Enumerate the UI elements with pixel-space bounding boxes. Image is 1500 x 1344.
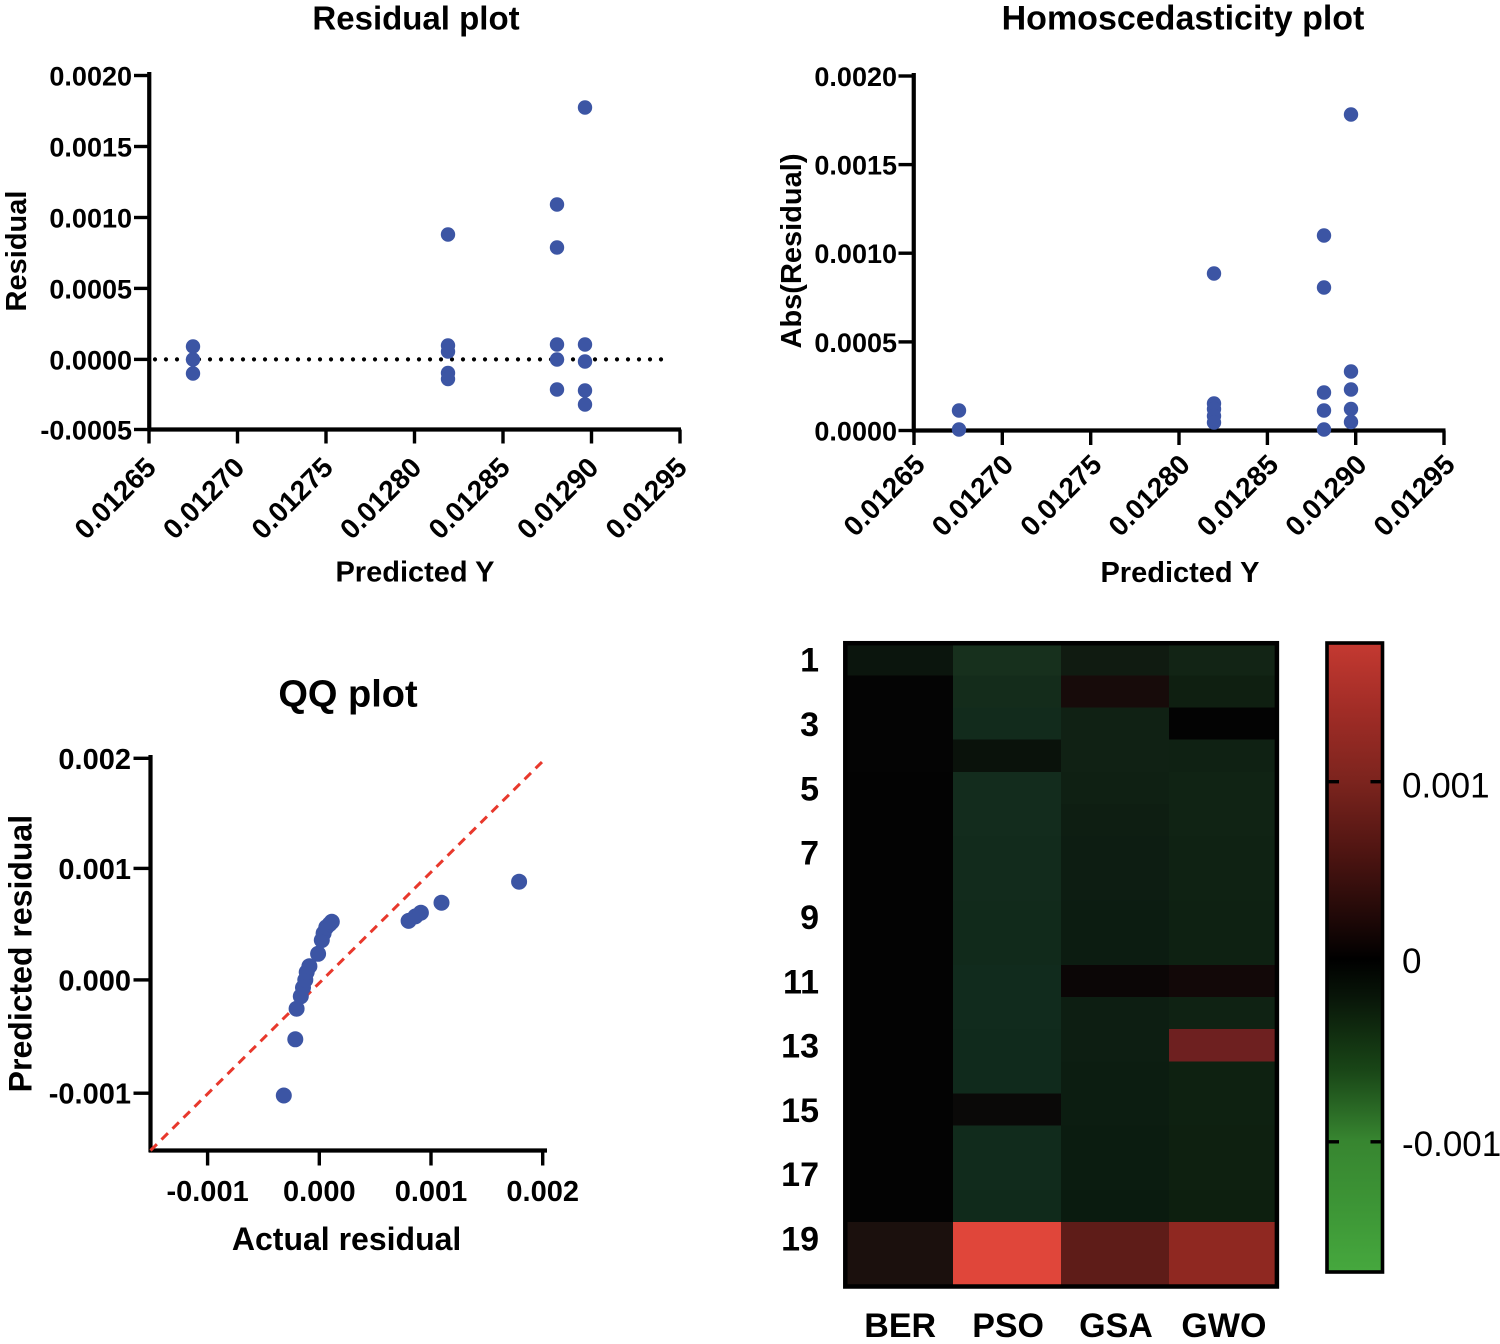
svg-text:GSA: GSA	[1079, 1307, 1153, 1344]
svg-text:Abs(Residual): Abs(Residual)	[776, 154, 808, 349]
svg-text:Predicted Y: Predicted Y	[335, 557, 494, 589]
svg-text:0.000: 0.000	[58, 965, 131, 997]
svg-text:-0.001: -0.001	[49, 1079, 131, 1111]
svg-text:0: 0	[1402, 942, 1421, 981]
svg-text:0.0020: 0.0020	[814, 62, 897, 92]
svg-text:-0.0005: -0.0005	[40, 416, 132, 446]
svg-text:Residual plot: Residual plot	[312, 0, 519, 37]
svg-text:0.000: 0.000	[283, 1176, 356, 1208]
svg-text:0.002: 0.002	[506, 1176, 579, 1208]
svg-text:QQ plot: QQ plot	[278, 674, 418, 716]
svg-text:19: 19	[781, 1221, 819, 1259]
svg-text:BER: BER	[864, 1307, 936, 1344]
svg-text:Predicted residual: Predicted residual	[2, 815, 38, 1092]
svg-text:0.0000: 0.0000	[49, 345, 132, 375]
svg-text:3: 3	[800, 706, 819, 744]
svg-text:17: 17	[781, 1156, 819, 1194]
svg-text:Residual: Residual	[1, 191, 33, 312]
svg-text:7: 7	[800, 835, 819, 873]
svg-text:GWO: GWO	[1181, 1307, 1266, 1344]
svg-text:0.0020: 0.0020	[49, 62, 132, 92]
svg-text:-0.001: -0.001	[1402, 1125, 1500, 1164]
svg-text:0.0010: 0.0010	[49, 204, 132, 234]
svg-text:Homoscedasticity plot: Homoscedasticity plot	[1002, 0, 1365, 38]
svg-text:0.0015: 0.0015	[814, 151, 897, 181]
svg-text:0.001: 0.001	[1402, 767, 1490, 806]
svg-text:Predicted Y: Predicted Y	[1100, 557, 1259, 589]
svg-text:0.002: 0.002	[58, 744, 131, 776]
svg-text:0.001: 0.001	[58, 854, 131, 886]
svg-text:0.0000: 0.0000	[814, 417, 897, 447]
svg-text:13: 13	[781, 1028, 819, 1066]
svg-text:0.0010: 0.0010	[814, 239, 897, 269]
svg-text:5: 5	[800, 770, 819, 808]
svg-text:Actual residual: Actual residual	[232, 1221, 461, 1257]
svg-text:0.0015: 0.0015	[49, 133, 132, 163]
svg-text:-0.001: -0.001	[166, 1176, 248, 1208]
svg-text:0.0005: 0.0005	[814, 328, 897, 358]
svg-text:1: 1	[800, 642, 819, 680]
svg-text:0.0005: 0.0005	[49, 274, 132, 304]
svg-text:11: 11	[783, 963, 819, 1001]
svg-text:15: 15	[781, 1092, 819, 1130]
svg-text:0.001: 0.001	[395, 1176, 468, 1208]
svg-text:PSO: PSO	[972, 1307, 1044, 1344]
svg-text:9: 9	[800, 899, 819, 937]
